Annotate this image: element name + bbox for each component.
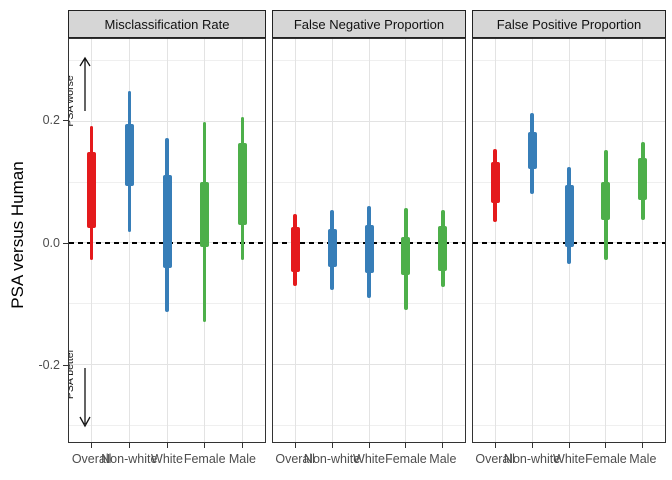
facet-strip-false-negative: False Negative Proportion (272, 10, 466, 38)
y-axis-tick-label: -0.2 (38, 358, 60, 372)
x-axis-label-male: Male (429, 452, 457, 466)
x-axis-tick-mark (405, 443, 407, 448)
facet-title: False Positive Proportion (496, 16, 642, 32)
x-axis-label-white: White (151, 452, 183, 466)
facet-strip-false-positive: False Positive Proportion (472, 10, 666, 38)
interval-inner-non-white (327, 228, 337, 267)
x-axis-label-overall: Overall (275, 452, 315, 466)
x-axis-label-male: Male (629, 452, 657, 466)
x-axis-label-female: Female (385, 452, 427, 466)
x-axis-label-male: Male (228, 452, 256, 466)
interval-inner-white (162, 175, 172, 268)
interval-inner-female (200, 182, 210, 247)
x-axis-tick-mark (128, 443, 130, 448)
interval-inner-female (401, 236, 411, 276)
interval-inner-non-white (527, 132, 537, 169)
facet-strip-misclassification-rate: Misclassification Rate (68, 10, 266, 38)
x-axis-label-overall: Overall (475, 452, 515, 466)
x-axis-label-white: White (553, 452, 585, 466)
interval-inner-white (364, 225, 374, 274)
facet-title: Misclassification Rate (104, 16, 230, 32)
gridline-vertical (531, 39, 533, 442)
y-axis-tick-mark (63, 365, 68, 366)
x-axis-tick-mark (331, 443, 333, 448)
gridline-vertical (494, 39, 496, 442)
gridline-vertical (128, 39, 130, 442)
interval-inner-overall (490, 161, 500, 204)
psa-worse-label: PSA worse (68, 75, 76, 127)
x-axis-tick-mark (442, 443, 444, 448)
x-axis-label-non-white: Non-white (101, 452, 158, 466)
x-axis-label-overall: Overall (71, 452, 112, 466)
interval-inner-overall (87, 151, 97, 228)
x-axis-tick-mark (166, 443, 168, 448)
interval-inner-overall (290, 227, 300, 272)
facet-title: False Negative Proportion (293, 16, 445, 32)
y-axis-tick-mark (63, 120, 68, 121)
x-axis-tick-mark (642, 443, 644, 448)
y-axis-tick-label: 0.0 (42, 236, 60, 250)
x-axis-tick-mark (368, 443, 370, 448)
interval-inner-white (564, 185, 574, 247)
gridline-vertical (642, 39, 644, 442)
x-axis-tick-mark (204, 443, 206, 448)
panel-false-negative (272, 38, 466, 443)
x-axis-tick-mark (91, 443, 93, 448)
x-axis-tick-mark (494, 443, 496, 448)
y-axis-title: PSA versus Human (8, 161, 27, 309)
psa-worse-up-arrow-icon (78, 56, 91, 111)
psa-better-label: PSA better (68, 348, 76, 400)
x-axis-tick-mark (605, 443, 607, 448)
x-axis-label-white: White (353, 452, 385, 466)
y-axis-tick-label: 0.2 (42, 113, 60, 127)
x-axis-tick-mark (241, 443, 243, 448)
interval-inner-male (237, 143, 247, 225)
x-axis-label-non-white: Non-white (503, 452, 561, 466)
x-axis-tick-mark (294, 443, 296, 448)
x-axis-label-female: Female (183, 452, 226, 466)
psa-better-down-arrow-icon (78, 368, 91, 428)
x-axis-tick-mark (568, 443, 570, 448)
x-axis-tick-mark (531, 443, 533, 448)
x-axis-label-female: Female (585, 452, 627, 466)
y-axis-tick-mark (63, 243, 68, 244)
interval-inner-male (438, 225, 448, 271)
panel-false-positive (472, 38, 666, 443)
panel-misclassification-rate: PSA worse PSA better (68, 38, 266, 443)
interval-inner-female (601, 182, 611, 221)
x-axis-label-non-white: Non-white (303, 452, 361, 466)
interval-inner-male (638, 157, 648, 201)
interval-inner-non-white (124, 124, 134, 187)
